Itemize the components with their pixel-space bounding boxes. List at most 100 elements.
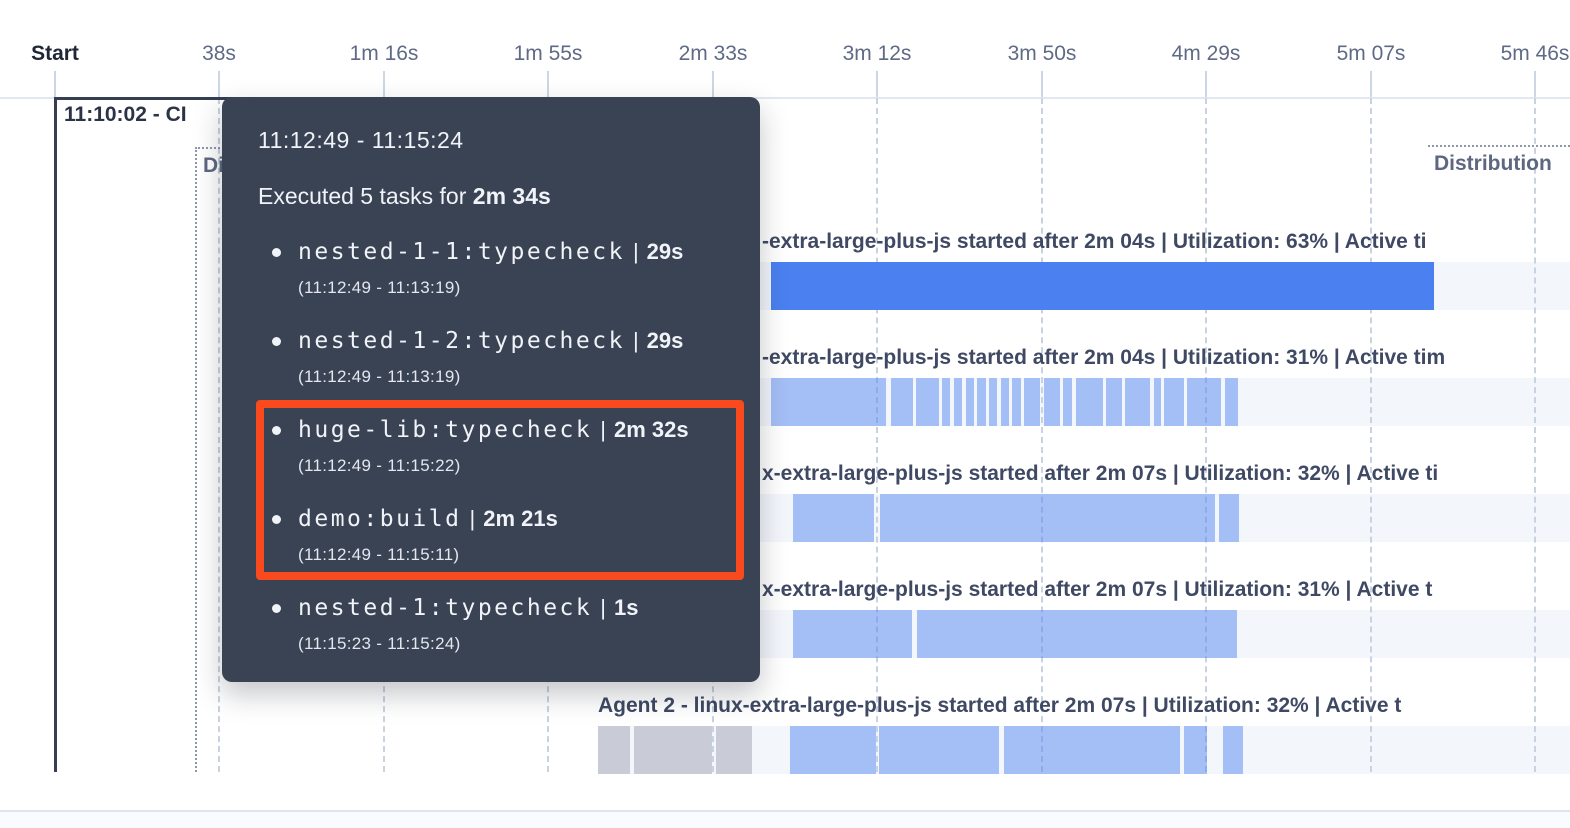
task-bar-segment[interactable] xyxy=(1164,378,1184,426)
axis-tick-label: 3m 50s xyxy=(1007,42,1077,65)
tooltip-task-name-line: nested-1-2:typecheck | 29s xyxy=(298,324,736,358)
task-bar-segment[interactable] xyxy=(1154,378,1161,426)
task-bar-segment[interactable] xyxy=(1219,494,1239,542)
agent-row-label: -extra-large-plus-js started after 2m 04… xyxy=(762,346,1446,369)
task-bar-segment[interactable] xyxy=(879,726,999,774)
tooltip-task-duration: 2m 32s xyxy=(613,417,689,442)
task-bar-segment[interactable] xyxy=(793,494,874,542)
task-bar-segment[interactable] xyxy=(977,378,986,426)
axis-tick-mark xyxy=(383,71,385,97)
axis-tick-mark xyxy=(547,71,549,97)
tooltip-summary: Executed 5 tasks for 2m 34s xyxy=(258,179,736,213)
agent-row-label: Agent 2 - linux-extra-large-plus-js star… xyxy=(598,694,1402,717)
task-bar-segment[interactable] xyxy=(1225,378,1238,426)
axis-tick-label: 1m 16s xyxy=(349,42,419,65)
tooltip-time-range: 11:12:49 - 11:15:24 xyxy=(258,127,464,153)
task-bar-segment[interactable] xyxy=(1024,378,1040,426)
task-bar-segment[interactable] xyxy=(771,378,886,426)
gridline xyxy=(1041,98,1043,772)
queued-task-bar-segment[interactable] xyxy=(716,726,752,774)
gridline xyxy=(218,98,220,772)
agent-lane xyxy=(598,610,1570,658)
page-bottom-strip xyxy=(0,812,1570,828)
tooltip-task-name-line: demo:build | 2m 21s xyxy=(298,502,736,536)
task-bar-segment[interactable] xyxy=(966,378,974,426)
tooltip-task-separator: | xyxy=(600,595,606,620)
gridline xyxy=(1205,98,1207,772)
tooltip-task-name-line: nested-1:typecheck | 1s xyxy=(298,591,736,625)
task-bar-segment[interactable] xyxy=(1125,378,1150,426)
task-bar-segment[interactable] xyxy=(1063,378,1072,426)
tooltip-summary-prefix: Executed 5 tasks for xyxy=(258,183,467,209)
tooltip-summary-duration: 2m 34s xyxy=(472,183,551,209)
tooltip-task-name: demo:build xyxy=(298,506,462,532)
bullet-icon xyxy=(272,426,281,435)
tooltip-task-times: (11:12:49 - 11:15:22) xyxy=(298,456,461,475)
task-bar-segment[interactable] xyxy=(917,610,1237,658)
gridline xyxy=(876,98,878,772)
task-bar-segment[interactable] xyxy=(1106,378,1122,426)
tooltip-task-duration: 1s xyxy=(613,595,639,620)
axis-tick-mark xyxy=(218,71,220,97)
queued-task-bar-segment[interactable] xyxy=(634,726,712,774)
tooltip-task-name: huge-lib:typecheck xyxy=(298,417,593,443)
agent-row-label: x-extra-large-plus-js started after 2m 0… xyxy=(762,578,1433,601)
task-bar-segment[interactable] xyxy=(1187,378,1221,426)
distribution-box-left-label: Di xyxy=(203,154,224,177)
task-bar-segment[interactable] xyxy=(916,378,939,426)
axis-tick-mark xyxy=(1041,71,1043,97)
axis-tick-mark xyxy=(1534,71,1536,97)
agent-row-label: -extra-large-plus-js started after 2m 04… xyxy=(762,230,1427,253)
tooltip-task-times: (11:15:23 - 11:15:24) xyxy=(298,634,461,653)
task-bar-segment[interactable] xyxy=(954,378,962,426)
agent-row-label: x-extra-large-plus-js started after 2m 0… xyxy=(762,462,1439,485)
agent-lane xyxy=(598,378,1570,426)
bullet-icon xyxy=(272,248,281,257)
tooltip-task-item: nested-1:typecheck | 1s (11:15:23 - 11:15:2… xyxy=(258,591,736,657)
task-bar-segment[interactable] xyxy=(1001,378,1009,426)
task-bar-segment[interactable] xyxy=(1004,726,1180,774)
distribution-box-right-label: Distribution xyxy=(1434,152,1552,175)
tooltip-task-name-line: nested-1-1:typecheck | 29s xyxy=(298,235,736,269)
task-tooltip: 11:12:49 - 11:15:24 Executed 5 tasks for… xyxy=(222,97,760,682)
task-bar-segment[interactable] xyxy=(1044,378,1060,426)
axis-tick-mark xyxy=(54,71,56,97)
task-bar-segment[interactable] xyxy=(1223,726,1243,774)
task-bar-segment[interactable] xyxy=(771,262,1434,310)
axis-tick-label: 3m 12s xyxy=(842,42,912,65)
agent-lane xyxy=(598,726,1570,774)
axis-border xyxy=(0,97,1570,99)
axis-tick-label: 5m 07s xyxy=(1336,42,1406,65)
tooltip-task-separator: | xyxy=(469,506,476,531)
tooltip-task-item: demo:build | 2m 21s (11:12:49 - 11:15:11) xyxy=(258,502,736,568)
tooltip-task-separator: | xyxy=(632,239,639,264)
build-span-label: 11:10:02 - CI xyxy=(64,103,187,126)
tooltip-task-name: nested-1-2:typecheck xyxy=(298,328,625,354)
tooltip-task-duration: 29s xyxy=(646,328,684,353)
axis-tick-mark xyxy=(1370,71,1372,97)
tooltip-task-separator: | xyxy=(632,328,639,353)
task-bar-segment[interactable] xyxy=(880,494,1215,542)
tooltip-task-duration: 29s xyxy=(646,239,684,264)
queued-task-bar-segment[interactable] xyxy=(598,726,630,774)
axis-tick-label: 38s xyxy=(202,42,236,65)
task-bar-segment[interactable] xyxy=(1076,378,1103,426)
axis-tick-label: 4m 29s xyxy=(1171,42,1241,65)
distribution-box-right[interactable]: Distribution xyxy=(1428,145,1570,770)
agent-lane xyxy=(598,494,1570,542)
task-bar-segment[interactable] xyxy=(1184,726,1207,774)
task-bar-segment[interactable] xyxy=(1012,378,1021,426)
axis-tick-label: 1m 55s xyxy=(513,42,583,65)
gridline xyxy=(1534,98,1536,772)
task-bar-segment[interactable] xyxy=(790,726,876,774)
task-bar-segment[interactable] xyxy=(793,610,912,658)
tooltip-task-times: (11:12:49 - 11:15:11) xyxy=(298,545,460,564)
task-bar-segment[interactable] xyxy=(942,378,950,426)
page-bottom-border xyxy=(0,810,1570,812)
task-bar-segment[interactable] xyxy=(989,378,997,426)
tooltip-task-separator: | xyxy=(600,417,606,442)
task-bar-segment[interactable] xyxy=(891,378,913,426)
axis-tick-mark xyxy=(712,71,714,97)
axis-tick-mark xyxy=(1205,71,1207,97)
